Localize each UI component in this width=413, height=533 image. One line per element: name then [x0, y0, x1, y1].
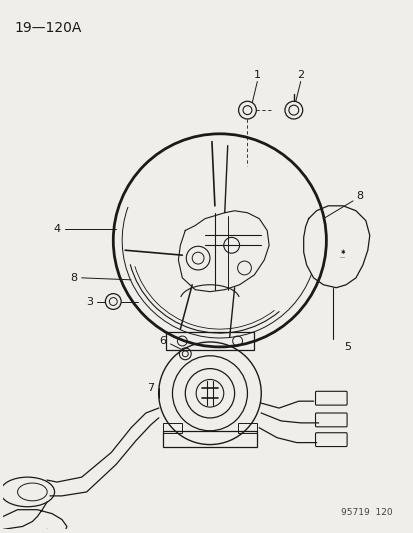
Text: 1: 1: [253, 70, 260, 79]
Bar: [162, 423, 182, 433]
Bar: [237, 423, 257, 433]
Text: 8: 8: [356, 191, 363, 201]
Bar: [162, 431, 257, 447]
Text: 8: 8: [70, 273, 77, 283]
Text: 95719  120: 95719 120: [340, 507, 392, 516]
Text: 4: 4: [53, 223, 60, 233]
Bar: [165, 332, 254, 350]
Text: 7: 7: [147, 383, 154, 393]
Text: ✱
---: ✱ ---: [339, 250, 345, 261]
Text: 19—120A: 19—120A: [14, 21, 82, 35]
Text: 2: 2: [297, 70, 304, 79]
Text: 5: 5: [344, 342, 351, 352]
Text: 6: 6: [159, 336, 166, 346]
Text: 3: 3: [86, 296, 93, 306]
